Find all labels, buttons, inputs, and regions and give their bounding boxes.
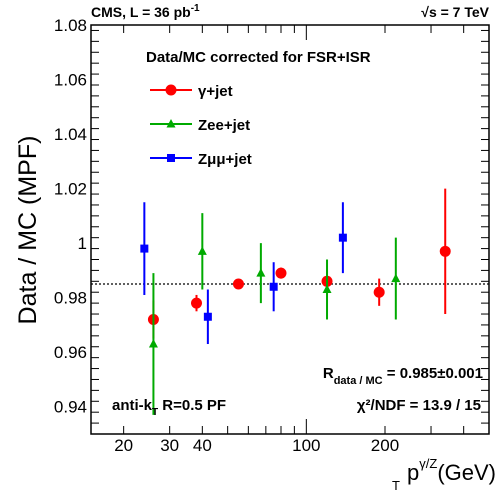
y-tick-label: 1.06	[54, 71, 87, 90]
y-tick-label: 1.08	[54, 16, 87, 35]
data-points	[140, 188, 451, 415]
data-point	[203, 289, 212, 345]
data-point-marker	[269, 282, 278, 291]
y-tick-label: 0.94	[54, 398, 87, 417]
fit-result-sub: data / MC	[334, 375, 383, 387]
data-point-marker	[439, 245, 451, 257]
legend-marker	[166, 119, 176, 128]
y-tick-label: 1	[78, 234, 87, 253]
data-point	[191, 294, 203, 312]
data-point-marker	[338, 233, 347, 242]
header-right: √s = 7 TeV	[421, 4, 489, 20]
legend-item: γ+jet	[150, 83, 233, 100]
fit-result-value: = 0.985±0.001	[383, 365, 483, 382]
x-tick-label: 100	[292, 436, 320, 455]
data-point	[140, 202, 149, 295]
data-point-marker	[373, 286, 385, 298]
x-axis-title-sub: T	[392, 478, 400, 493]
algorithm-label-sub: T	[152, 407, 158, 418]
data-point	[373, 278, 385, 306]
y-axis-title: Data / MC (MPF)	[14, 136, 42, 325]
axis-ticks: 0.94 0.96 0.98 1 1.02 1.04 1.06 1.08 20 30 40 100 20…	[54, 16, 490, 455]
legend: γ+jet Zee+jet Zμμ+jet	[150, 83, 252, 168]
y-tick-label: 1.02	[54, 180, 87, 199]
legend-label: Zee+jet	[198, 117, 250, 134]
sqrt-symbol: √	[421, 4, 429, 20]
chi2-label: χ²/NDF = 13.9 / 15	[357, 397, 481, 414]
plot-frame	[90, 24, 490, 435]
data-point-marker	[256, 268, 266, 277]
data-point-marker	[203, 312, 212, 321]
data-point	[338, 202, 347, 274]
data-point	[232, 278, 244, 290]
x-tick-label: 40	[193, 436, 212, 455]
header-left-sup: -1	[191, 3, 200, 14]
legend-title: Data/MC corrected for FSR+ISR	[146, 49, 371, 66]
data-point-marker	[391, 273, 401, 283]
data-point-marker	[140, 244, 149, 253]
data-point	[322, 259, 332, 320]
data-point	[256, 243, 266, 304]
data-point	[148, 273, 158, 415]
x-axis-title-unit: (GeV)	[437, 460, 496, 485]
legend-marker	[167, 154, 175, 162]
data-point	[391, 237, 401, 320]
data-point	[439, 188, 451, 315]
legend-marker	[165, 84, 177, 96]
header-left: CMS, L = 36 pb-1	[91, 3, 200, 20]
data-point	[197, 213, 207, 290]
data-point-marker	[148, 339, 158, 348]
y-tick-label: 0.98	[54, 289, 87, 308]
data-point	[269, 262, 278, 312]
data-point-marker	[197, 246, 207, 255]
y-tick-label: 1.04	[54, 125, 87, 144]
algorithm-label: anti-kT R=0.5 PF	[112, 397, 226, 418]
data-point-marker	[191, 297, 203, 309]
data-point-marker	[322, 284, 332, 293]
x-tick-label: 20	[114, 436, 133, 455]
x-tick-label: 200	[371, 436, 399, 455]
legend-label: Zμμ+jet	[198, 151, 252, 168]
fit-result-label: Rdata / MC = 0.985±0.001	[323, 365, 483, 387]
x-axis-title-sup: γ/Z	[419, 456, 437, 471]
legend-item: Zee+jet	[150, 117, 250, 134]
legend-item: Zμμ+jet	[150, 151, 252, 168]
data-point	[275, 267, 287, 279]
legend-label: γ+jet	[198, 83, 233, 100]
x-axis-title-main: p	[407, 460, 419, 485]
x-axis-title: pγ/Z(GeV)	[407, 456, 496, 485]
x-tick-label: 30	[160, 436, 179, 455]
data-point-marker	[275, 267, 287, 279]
y-tick-label: 0.96	[54, 343, 87, 362]
data-point-marker	[232, 278, 244, 290]
